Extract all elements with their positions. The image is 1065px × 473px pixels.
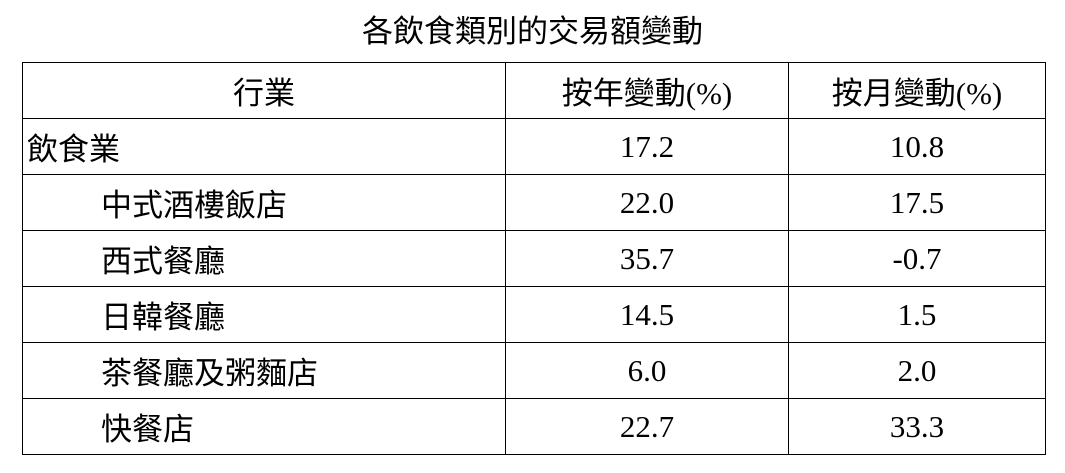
cell: 17.5: [788, 174, 1046, 231]
cell: -0.7: [788, 230, 1046, 287]
table-row: 飲食業 17.2 10.8: [22, 118, 1046, 175]
cell: 6.0: [505, 342, 789, 399]
table: 行業 按年變動(%) 按月變動(%) 飲食業 17.2 10.8 中式酒樓飯店 22.0 17…: [22, 62, 1046, 455]
row-label: 西式餐廳: [22, 230, 506, 287]
header-cell: 行業: [22, 62, 506, 119]
cell: 22.0: [505, 174, 789, 231]
table-title: 各飲食類別的交易額變動: [362, 14, 703, 49]
cell: 33.3: [788, 398, 1046, 455]
table-row: 日韓餐廳 14.5 1.5: [22, 286, 1046, 343]
cell: 10.8: [788, 118, 1046, 175]
row-label: 茶餐廳及粥麵店: [22, 342, 506, 399]
cell: 35.7: [505, 230, 789, 287]
cell: 14.5: [505, 286, 789, 343]
header-row: 行業 按年變動(%) 按月變動(%): [22, 62, 1046, 119]
table-row: 快餐店 22.7 33.3: [22, 398, 1046, 455]
table-row: 中式酒樓飯店 22.0 17.5: [22, 174, 1046, 231]
row-label: 中式酒樓飯店: [22, 174, 506, 231]
row-label: 快餐店: [22, 398, 506, 455]
cell: 22.7: [505, 398, 789, 455]
table-row: 西式餐廳 35.7 -0.7: [22, 230, 1046, 287]
cell: 1.5: [788, 286, 1046, 343]
header-cell: 按月變動(%): [788, 62, 1046, 119]
cell: 2.0: [788, 342, 1046, 399]
table-body: 飲食業 17.2 10.8 中式酒樓飯店 22.0 17.5 西式餐廳 35.7 -0.7 日韓餐…: [22, 118, 1046, 455]
header-cell: 按年變動(%): [505, 62, 789, 119]
cell: 17.2: [505, 118, 789, 175]
table-row: 茶餐廳及粥麵店 6.0 2.0: [22, 342, 1046, 399]
row-label: 日韓餐廳: [22, 286, 506, 343]
row-label: 飲食業: [22, 118, 506, 175]
